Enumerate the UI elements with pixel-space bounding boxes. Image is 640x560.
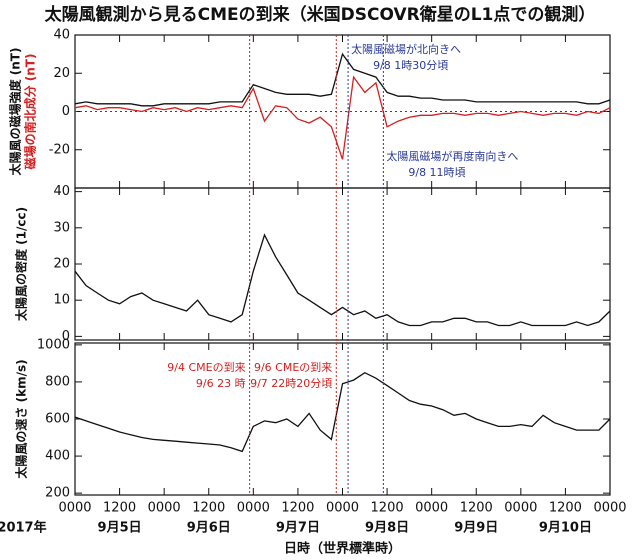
y-tick-label: 10 — [53, 293, 70, 308]
day-label: 9月6日 — [187, 521, 231, 536]
annotation: 9/6 23 時 — [196, 377, 246, 390]
y-tick-label: 1000 — [37, 337, 70, 352]
y-tick-label: 0 — [62, 329, 70, 344]
annotation: 9/8 11時頃 — [408, 166, 465, 179]
y-tick-label: 200 — [45, 486, 70, 501]
x-tick-label: 1200 — [549, 501, 582, 516]
x-tick-label: 0000 — [326, 501, 359, 516]
x-tick-label: 1200 — [460, 501, 493, 516]
day-label: 9月7日 — [276, 521, 320, 536]
y-tick-label: 30 — [53, 220, 70, 235]
x-tick-label: 1200 — [371, 501, 404, 516]
y-tick-label: 40 — [53, 184, 70, 199]
x-tick-label: 0000 — [504, 501, 537, 516]
annotation: 9/6 CMEの到来 — [254, 361, 332, 374]
y-tick-label: 20 — [53, 66, 70, 81]
data-line — [74, 52, 611, 107]
x-tick-label: 1200 — [192, 501, 225, 516]
y-tick-label: 0 — [62, 104, 70, 119]
x-tick-label: 1200 — [103, 501, 136, 516]
y-axis-label: 太陽風の速さ (km/s) — [14, 359, 29, 478]
data-line — [74, 371, 611, 453]
day-label: 9月10日 — [539, 521, 592, 536]
x-tick-label: 0000 — [148, 501, 181, 516]
annotation: 9/4 CMEの到来 — [167, 361, 245, 374]
x-tick-label: 0000 — [415, 501, 448, 516]
day-label: 9月5日 — [98, 521, 142, 536]
x-axis-label: 日時（世界標準時） — [284, 541, 401, 557]
chart-title: 太陽風観測から見るCMEの到来（米国DSCOVR衛星のL1点での観測） — [45, 4, 596, 25]
y-tick-label: 800 — [45, 374, 70, 389]
y-tick-label: -20 — [49, 142, 70, 157]
day-label: 9月9日 — [454, 521, 498, 536]
x-tick-label: 0000 — [58, 501, 91, 516]
annotation: 太陽風磁場が再度南向きへ — [386, 149, 518, 163]
x-tick-label: 1200 — [281, 501, 314, 516]
year-label: 2017年 — [0, 520, 47, 536]
plot-frame — [74, 187, 611, 341]
data-line — [74, 233, 611, 327]
data-line — [74, 75, 611, 160]
x-tick-label: 0000 — [593, 501, 626, 516]
plot-frame — [74, 342, 611, 496]
annotation: 9/7 22時20分頃 — [250, 377, 332, 390]
y-axis-label: 磁場の南北成分 (nT) — [23, 54, 38, 171]
annotation: 太陽風磁場が北向きへ — [351, 42, 461, 56]
y-tick-label: 600 — [45, 412, 70, 427]
y-tick-label: 20 — [53, 257, 70, 272]
y-tick-label: 400 — [45, 449, 70, 464]
y-axis-label: 太陽風の磁場強度 (nT) — [8, 48, 23, 176]
annotation: 9/8 1時30分頃 — [373, 59, 448, 72]
y-axis-label: 太陽風の密度 (1/cc) — [14, 207, 29, 321]
y-tick-label: 40 — [53, 28, 70, 43]
day-label: 9月8日 — [365, 521, 409, 536]
x-tick-label: 0000 — [237, 501, 270, 516]
